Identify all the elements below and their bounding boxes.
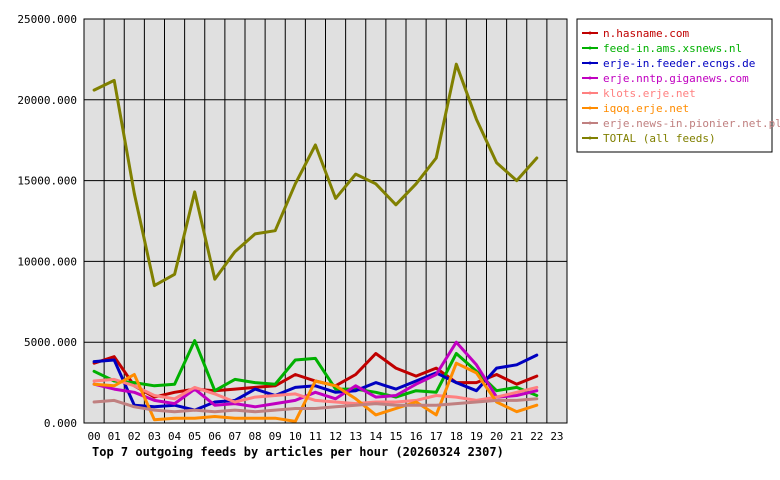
legend-marker [588, 61, 592, 65]
chart-title: Top 7 outgoing feeds by articles per hou… [92, 445, 504, 459]
legend-marker [588, 31, 592, 35]
y-tick-label: 15000.000 [17, 175, 77, 188]
series-line [92, 353, 539, 412]
series-line [92, 339, 539, 399]
x-tick-label: 08 [248, 430, 261, 443]
x-tick-label: 02 [128, 430, 141, 443]
x-axis: 00 01 02 03 04 05 06 07 08 09 10 11 12 13 14 15 16 17 18 19… [87, 430, 563, 443]
x-tick-label: 05 [188, 430, 201, 443]
y-tick-label: 5000.000 [24, 336, 77, 349]
legend-label: erje.news-in.pionier.net.pl [603, 117, 780, 130]
x-tick-label: 15 [389, 430, 402, 443]
legend-box [576, 18, 773, 153]
x-tick-label: 22 [530, 430, 543, 443]
y-tick-label: 25000.000 [17, 13, 77, 26]
x-tick-label: 23 [550, 430, 563, 443]
legend-label: feed-in.ams.xsnews.nl [603, 42, 742, 55]
x-tick-label: 07 [228, 430, 241, 443]
legend-marker [588, 91, 592, 95]
series-line [92, 397, 539, 414]
legend-label: klots.erje.net [603, 87, 696, 100]
legend-label: TOTAL (all feeds) [603, 132, 716, 145]
grid [84, 19, 567, 423]
legend-marker [588, 76, 592, 80]
y-tick-label: 20000.000 [17, 94, 77, 107]
series-layer [92, 62, 539, 423]
plot-frame [83, 18, 568, 424]
x-tick-label: 11 [309, 430, 322, 443]
legend-label: erje-in.feeder.ecngs.de [603, 57, 755, 70]
legend-label: erje.nntp.giganews.com [603, 72, 749, 85]
legend-marker [588, 121, 592, 125]
x-tick-label: 13 [349, 430, 362, 443]
y-tick-label: 10000.000 [17, 255, 77, 268]
series-line [92, 340, 539, 409]
y-tick-label: 0.000 [44, 417, 77, 430]
legend: n.hasname.com feed-in.ams.xsnews.nl erje-i… [576, 18, 780, 153]
x-tick-label: 04 [168, 430, 182, 443]
legend-marker [588, 46, 592, 50]
x-tick-label: 16 [409, 430, 422, 443]
series-line [92, 377, 539, 406]
x-tick-label: 01 [108, 430, 121, 443]
legend-marker [588, 136, 592, 140]
series-line [92, 62, 539, 288]
x-tick-label: 00 [87, 430, 100, 443]
x-tick-label: 18 [450, 430, 463, 443]
x-tick-label: 20 [490, 430, 503, 443]
x-tick-label: 19 [470, 430, 483, 443]
x-tick-label: 14 [369, 430, 383, 443]
x-tick-label: 21 [510, 430, 523, 443]
series-line [92, 361, 539, 423]
legend-label: iqoq.erje.net [603, 102, 689, 115]
x-tick-label: 10 [289, 430, 302, 443]
x-tick-label: 03 [148, 430, 161, 443]
y-axis: 0.000 5000.000 10000.000 15000.000 20000.000… [17, 13, 77, 430]
legend-marker [588, 106, 592, 110]
x-tick-label: 12 [329, 430, 342, 443]
x-tick-label: 17 [430, 430, 443, 443]
x-tick-label: 09 [269, 430, 282, 443]
legend-label: n.hasname.com [603, 27, 689, 40]
x-tick-label: 06 [208, 430, 221, 443]
